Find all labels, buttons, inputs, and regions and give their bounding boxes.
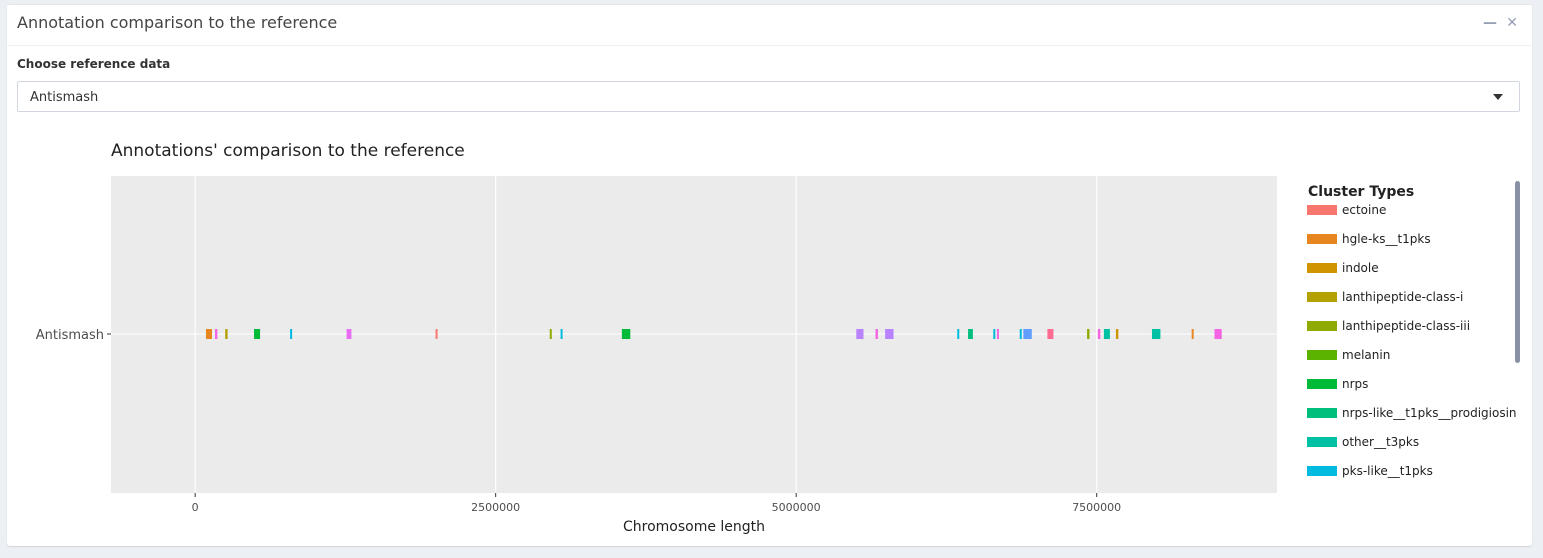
cluster-region bbox=[875, 329, 878, 339]
reference-select-value: Antismash bbox=[30, 90, 99, 105]
annotation-chart: Annotations' comparison to the reference… bbox=[36, 141, 1517, 535]
cluster-region bbox=[1191, 329, 1194, 339]
cluster-region bbox=[993, 329, 996, 339]
x-tick-label: 7500000 bbox=[1072, 501, 1121, 514]
reference-select-label: Choose reference data bbox=[17, 57, 171, 71]
legend-swatch bbox=[1307, 234, 1337, 244]
legend-title: Cluster Types bbox=[1308, 184, 1414, 200]
legend-item-label: nrps-like__t1pks__prodigiosin bbox=[1342, 406, 1517, 420]
legend-swatch bbox=[1307, 379, 1337, 389]
cluster-region bbox=[1047, 329, 1054, 339]
cluster-region bbox=[435, 329, 438, 339]
chart-title: Annotations' comparison to the reference bbox=[111, 141, 465, 161]
cluster-region bbox=[968, 329, 973, 339]
cluster-region bbox=[1214, 329, 1222, 339]
x-tick-label: 2500000 bbox=[471, 501, 520, 514]
panel-header: Annotation comparison to the reference —… bbox=[7, 5, 1532, 46]
reference-select[interactable]: Antismash bbox=[17, 81, 1520, 112]
cluster-region bbox=[1097, 329, 1101, 339]
cluster-region bbox=[1087, 329, 1090, 339]
legend-item-label: lanthipeptide-class-iii bbox=[1342, 319, 1470, 333]
cluster-region bbox=[1103, 329, 1110, 339]
legend-swatch bbox=[1307, 350, 1337, 360]
legend-swatch bbox=[1307, 263, 1337, 273]
cluster-region bbox=[290, 329, 293, 339]
cluster-region bbox=[621, 329, 631, 339]
chevron-down-icon[interactable] bbox=[1493, 94, 1503, 100]
x-axis-label: Chromosome length bbox=[623, 519, 765, 535]
cluster-region bbox=[957, 329, 960, 339]
legend-swatch bbox=[1307, 408, 1337, 418]
legend-swatch bbox=[1307, 205, 1337, 215]
panel-title: Annotation comparison to the reference bbox=[17, 13, 338, 32]
legend-swatch bbox=[1307, 437, 1337, 447]
legend-item-label: hgle-ks__t1pks bbox=[1342, 232, 1431, 246]
legend-swatch bbox=[1307, 466, 1337, 476]
legend-swatch bbox=[1307, 321, 1337, 331]
annotation-comparison-panel: Annotation comparison to the reference —… bbox=[7, 4, 1532, 546]
cluster-region bbox=[205, 329, 212, 339]
cluster-region bbox=[1019, 329, 1022, 339]
legend-scrollbar[interactable] bbox=[1515, 181, 1520, 363]
cluster-region bbox=[1023, 329, 1032, 339]
cluster-region bbox=[346, 329, 352, 339]
cluster-region bbox=[214, 329, 218, 339]
cluster-region bbox=[549, 329, 552, 339]
cluster-region bbox=[1151, 329, 1161, 339]
cluster-region bbox=[885, 329, 894, 339]
legend-item-label: pks-like__t1pks bbox=[1342, 464, 1433, 478]
x-tick-label: 0 bbox=[192, 501, 199, 514]
legend-item-label: melanin bbox=[1342, 348, 1390, 362]
close-icon[interactable]: ✕ bbox=[1506, 15, 1518, 31]
cluster-region bbox=[996, 329, 999, 339]
cluster-region bbox=[254, 329, 261, 339]
cluster-region bbox=[1115, 329, 1119, 339]
cluster-region bbox=[225, 329, 228, 339]
cluster-region bbox=[560, 329, 563, 339]
legend-item-label: indole bbox=[1342, 261, 1379, 275]
legend-swatch bbox=[1307, 292, 1337, 302]
legend-item-label: nrps bbox=[1342, 377, 1368, 391]
y-tick-label: Antismash bbox=[36, 328, 104, 343]
x-tick-label: 5000000 bbox=[772, 501, 821, 514]
legend-item-label: ectoine bbox=[1342, 203, 1386, 217]
legend-item-label: other__t3pks bbox=[1342, 435, 1419, 449]
minus-icon[interactable]: — bbox=[1483, 15, 1497, 31]
cluster-region bbox=[856, 329, 864, 339]
legend-item-label: lanthipeptide-class-i bbox=[1342, 290, 1463, 304]
